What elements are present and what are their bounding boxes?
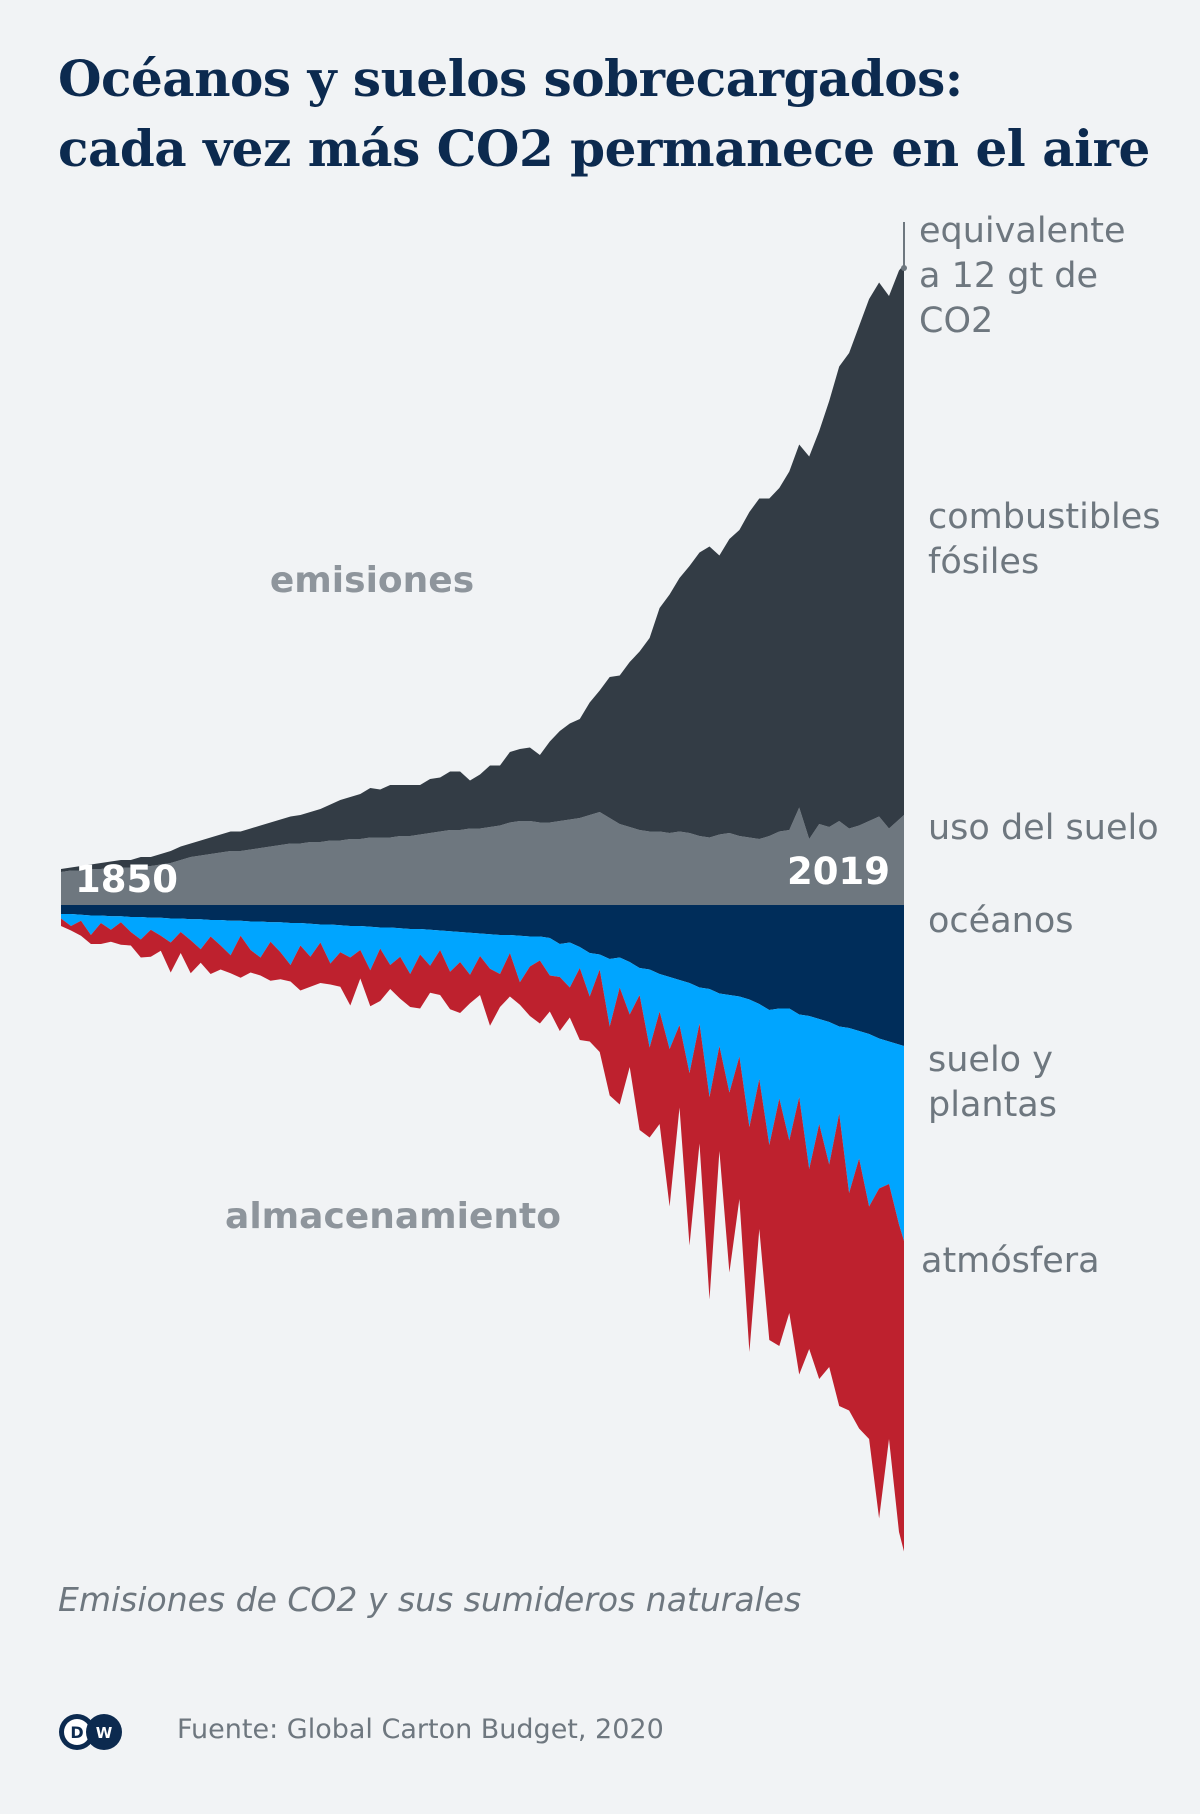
title-line-1: Océanos y suelos sobrecargados: <box>58 49 963 108</box>
series-label-oceans: océanos <box>928 901 1074 941</box>
chart-caption: Emisiones de CO2 y sus sumideros natural… <box>58 1580 802 1619</box>
start-year-label: 1850 <box>75 858 178 901</box>
svg-text:D: D <box>70 1723 83 1742</box>
page-title: Océanos y suelos sobrecargados: cada vez… <box>58 44 1150 184</box>
dw-logo: D W <box>59 1714 122 1750</box>
oceans-area <box>61 905 904 1046</box>
group-label-storage: almacenamiento <box>225 1196 561 1237</box>
land-use-area <box>61 807 904 905</box>
scale-marker-dot <box>901 265 907 271</box>
scale-note: equivalente a 12 gt de CO2 <box>919 209 1126 344</box>
scale-note-line-3: CO2 <box>919 301 994 341</box>
series-label-land-sink: suelo y plantas <box>928 1040 1057 1125</box>
svg-text:W: W <box>96 1724 113 1742</box>
atmosphere-area <box>61 918 904 1552</box>
series-label-atmosphere: atmósfera <box>921 1241 1100 1281</box>
end-year-label: 2019 <box>787 850 890 893</box>
series-label-land-use: uso del suelo <box>928 808 1159 848</box>
source-note: Fuente: Global Carton Budget, 2020 <box>177 1714 664 1745</box>
scale-note-line-1: equivalente <box>919 211 1126 251</box>
title-line-2: cada vez más CO2 permanece en el aire <box>58 119 1150 178</box>
land-sink-area <box>61 914 904 1241</box>
area-series-group <box>61 264 904 1552</box>
scale-note-line-2: a 12 gt de <box>919 256 1099 296</box>
group-label-emissions: emisiones <box>269 560 475 601</box>
series-label-fossil: combustibles fósiles <box>928 497 1161 582</box>
fossil-fuels-area <box>61 264 904 872</box>
